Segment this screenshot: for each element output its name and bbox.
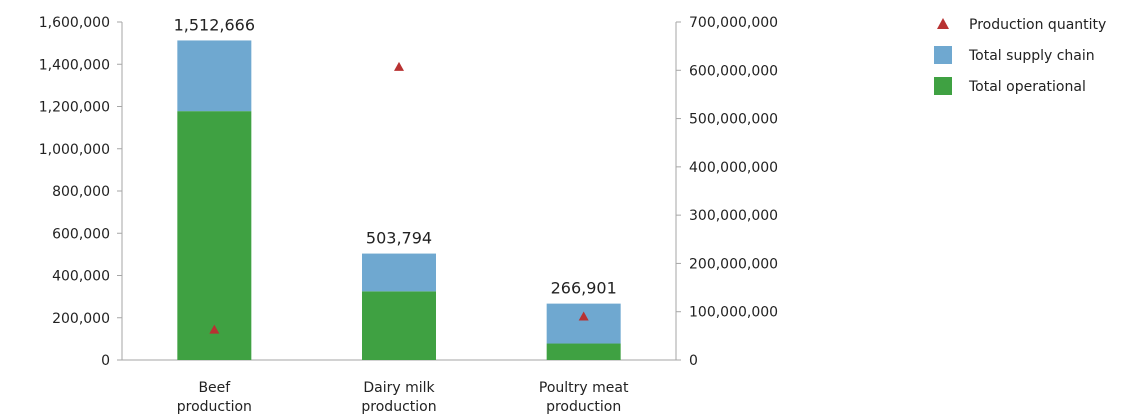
- bar-total-label: 1,512,666: [174, 15, 255, 34]
- bar-total-operational: [362, 291, 436, 360]
- right-axis-tick-label: 700,000,000: [689, 15, 778, 31]
- data-labels: 1,512,666 503,794 266,901: [174, 15, 617, 297]
- bar-total-operational: [546, 343, 621, 360]
- right-axis-tick-label: 200,000,000: [689, 256, 778, 272]
- production-quantity-marker: [578, 311, 589, 321]
- legend-label-production-quantity: Production quantity: [969, 17, 1106, 33]
- left-axis-tick-label: 400,000: [52, 269, 110, 285]
- bar-total-operational: [177, 111, 252, 361]
- right-axis-tick-label: 100,000,000: [689, 305, 778, 321]
- left-axis-tick-label: 0: [101, 353, 110, 369]
- production-quantity-marker: [209, 324, 220, 334]
- markers: [209, 61, 589, 334]
- legend-label-total-operational: Total operational: [968, 79, 1086, 95]
- legend-swatch-total-supply-chain: [934, 46, 952, 64]
- right-axis-tick-label: 600,000,000: [689, 63, 778, 79]
- left-axis-tick-label: 1,200,000: [39, 100, 110, 116]
- bars: [177, 40, 621, 361]
- bar-total-supply-chain: [546, 303, 621, 344]
- right-axis-tick-label: 400,000,000: [689, 160, 778, 176]
- x-axis-tick-label: Beef production: [177, 380, 252, 415]
- left-axis-tick-label: 200,000: [52, 311, 110, 327]
- legend: Production quantity Total supply chain Tot…: [934, 17, 1106, 95]
- x-axis-tick-label: Poultry meat production: [539, 380, 629, 415]
- legend-label-total-supply-chain: Total supply chain: [968, 48, 1095, 64]
- production-quantity-marker: [394, 61, 404, 71]
- legend-swatch-total-operational: [934, 77, 952, 95]
- right-axis-tick-label: 300,000,000: [689, 208, 778, 224]
- left-axis-tick-label: 1,000,000: [39, 142, 110, 158]
- legend-swatch-production-quantity: [937, 18, 949, 29]
- left-axis-tick-label: 1,400,000: [39, 57, 110, 73]
- bar-total-label: 266,901: [551, 279, 617, 298]
- bar-total-label: 503,794: [366, 229, 432, 248]
- left-axis-tick-label: 1,600,000: [39, 15, 110, 31]
- x-axis-tick-label: Dairy milk production: [361, 380, 436, 415]
- left-axis-tick-label: 800,000: [52, 184, 110, 200]
- bar-total-supply-chain: [177, 40, 252, 112]
- left-axis-tick-label: 600,000: [52, 226, 110, 242]
- right-axis-tick-label: 500,000,000: [689, 112, 778, 128]
- right-axis-tick-label: 0: [689, 353, 698, 369]
- bar-total-supply-chain: [362, 253, 436, 292]
